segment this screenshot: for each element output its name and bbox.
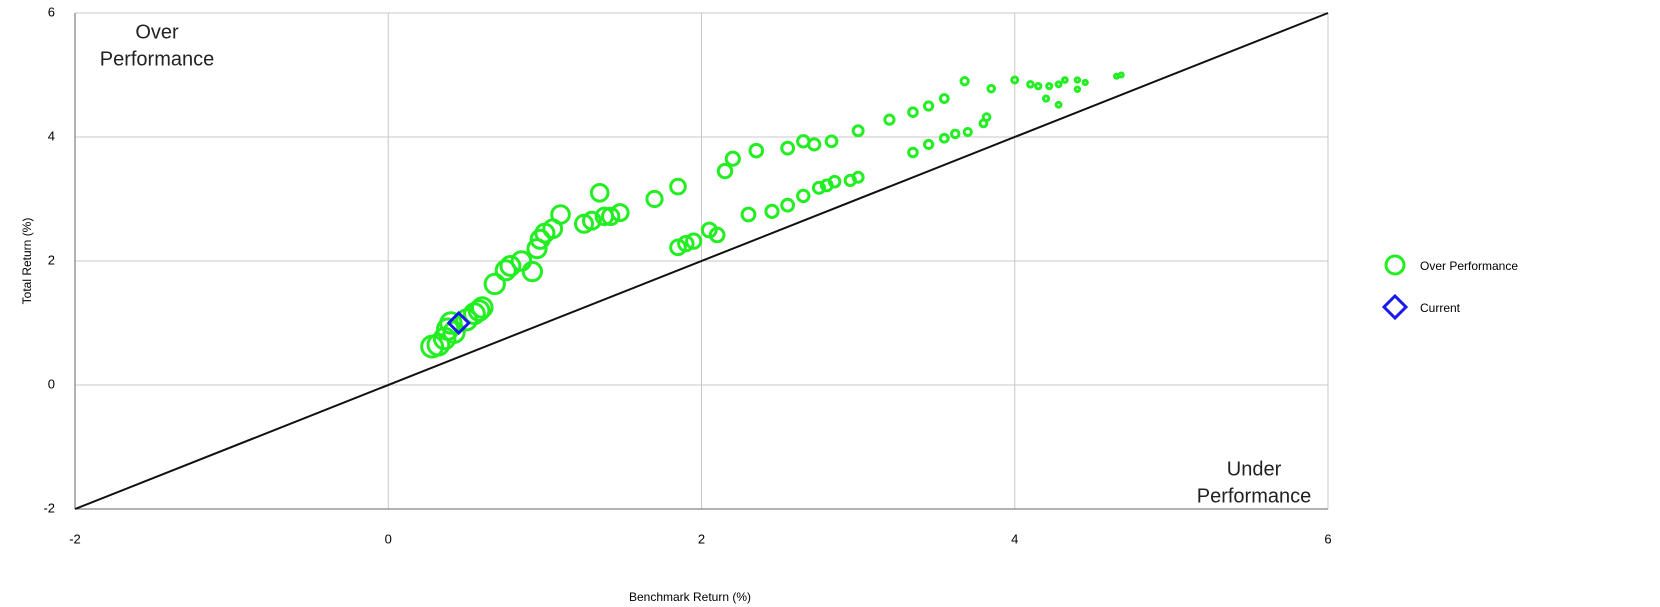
y-tick-label: 2 [48,252,55,267]
circle-marker [780,197,796,213]
circle-marker [780,140,796,156]
circle-marker [883,113,896,126]
circle-marker [1117,71,1125,79]
circle-marker [483,272,506,296]
circle-marker [1026,80,1035,89]
circle-marker [439,311,463,335]
circle-marker [467,299,491,322]
legend-marker [1384,254,1406,276]
circle-marker [851,124,865,138]
circle-marker [949,128,961,140]
circle-marker [470,296,494,319]
circle-marker [589,183,610,203]
y-tick-label: 6 [48,4,55,19]
y-tick-label: 0 [48,376,55,391]
circle-marker [923,138,935,151]
circle-marker [962,126,973,138]
circle-marker [521,260,544,283]
circle-marker [938,132,950,144]
circle-marker [1054,80,1063,89]
x-axis-title: Benchmark Return (%) [629,590,751,604]
annotation: Over [135,21,179,43]
x-tick-label: 4 [1011,531,1018,546]
annotation: Under [1227,458,1282,480]
reference-line [74,12,1329,510]
circle-marker [1073,85,1082,93]
circle-marker [981,112,992,123]
legend-label: Current [1420,301,1461,315]
circle-marker [510,250,533,272]
circle-marker [764,203,780,219]
circle-marker [1041,94,1051,103]
circle-marker [907,106,919,118]
circle-marker [938,93,950,104]
circle-marker [499,255,522,277]
circle-marker [748,142,765,159]
circle-marker [716,162,734,180]
circle-marker [923,100,935,112]
y-tick-label: 4 [48,128,55,143]
circle-marker [1081,78,1089,87]
circle-marker [1073,76,1082,84]
y-axis-title: Total Return (%) [20,218,34,305]
circle-marker [740,206,757,223]
circle-marker [959,76,970,87]
circle-marker [550,204,571,225]
annotation: Performance [100,48,215,70]
diamond-marker [446,310,471,336]
circle-marker [851,170,865,184]
circle-marker [796,188,811,204]
y-tick-label: -2 [43,500,55,515]
circle-marker [442,320,466,344]
circle-marker [824,134,839,149]
circle-marker [1054,100,1063,109]
circle-marker [581,210,602,231]
circle-marker [685,232,703,250]
circle-marker [677,234,695,253]
circle-marker [494,259,517,282]
x-tick-label: -2 [69,531,81,546]
legend-marker [1381,293,1409,321]
annotation: Performance [1197,485,1312,507]
circle-marker [1034,81,1043,91]
circle-marker [1045,82,1054,91]
x-tick-label: 6 [1324,531,1331,546]
circle-marker [1061,76,1069,84]
circle-marker [708,226,726,244]
circle-marker [811,180,826,195]
circle-marker [986,83,997,94]
circle-marker [907,146,919,159]
legend-label: Over Performance [1420,259,1518,273]
circle-marker [807,137,822,152]
circle-marker [669,177,687,196]
x-tick-label: 0 [385,531,392,546]
circle-marker [724,150,741,167]
x-tick-label: 2 [698,531,705,546]
circle-marker [1010,75,1020,85]
circle-marker [827,174,842,189]
circle-marker [610,203,630,223]
circle-marker [645,189,664,209]
circle-marker [600,206,621,227]
